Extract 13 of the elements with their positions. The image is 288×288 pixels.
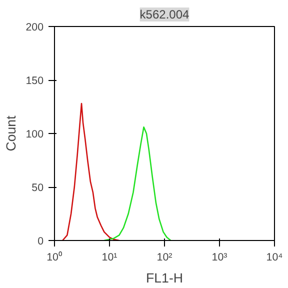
x-tick-label: 10² [156,252,173,264]
y-tick-label: 0 [38,236,44,248]
y-tick-label: 100 [26,128,44,140]
x-tick-label: 10¹ [102,252,118,264]
x-tick-label: 10³ [212,252,228,264]
y-tick-label: 200 [26,22,44,34]
x-tick-label: 10⁰ [46,250,62,264]
x-tick-label: 10⁴ [266,252,284,264]
y-axis-title: Count [4,115,19,152]
y-tick-label: 150 [26,75,44,87]
y-tick-label: 50 [32,182,44,194]
x-axis-title: FL1-H [146,270,184,286]
chart-title: k562.004 [140,8,190,22]
